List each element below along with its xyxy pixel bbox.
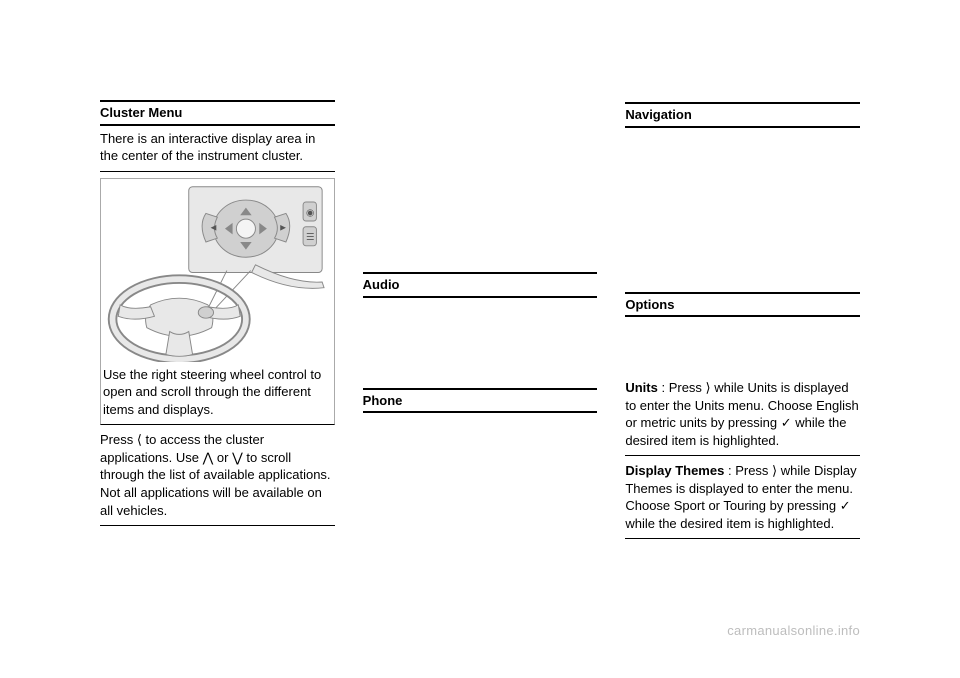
instr-text-1: Press bbox=[100, 432, 137, 447]
opt-spacer bbox=[625, 321, 860, 379]
chevron-up-icon: ⋀ bbox=[203, 450, 214, 465]
section-title-cluster-menu: Cluster Menu bbox=[100, 100, 335, 126]
section-title-audio: Audio bbox=[363, 272, 598, 298]
units-sep: : bbox=[658, 380, 669, 395]
nav-spacer bbox=[625, 132, 860, 292]
figure-caption: Use the right steering wheel control to … bbox=[103, 362, 332, 419]
steering-wheel-svg: ◄ ► ◉ ☰ bbox=[103, 181, 332, 362]
themes-block: Display Themes : Press ⟩ while Display T… bbox=[625, 462, 860, 539]
column-3: Navigation Options Units : Press ⟩ while… bbox=[625, 100, 860, 545]
svg-text:◉: ◉ bbox=[306, 207, 315, 218]
section-title-phone: Phone bbox=[363, 388, 598, 414]
check-icon: ✓ bbox=[840, 498, 851, 513]
column-2: Audio Phone bbox=[363, 100, 598, 545]
svg-text:☰: ☰ bbox=[306, 232, 315, 243]
svg-text:◄: ◄ bbox=[209, 222, 218, 233]
intro-block: There is an interactive display area in … bbox=[100, 130, 335, 172]
units-block: Units : Press ⟩ while Units is displayed… bbox=[625, 379, 860, 456]
units-label: Units bbox=[625, 380, 658, 395]
themes-text-1: Press bbox=[735, 463, 772, 478]
section-title-options: Options bbox=[625, 292, 860, 318]
section-title-navigation: Navigation bbox=[625, 102, 860, 128]
watermark-text: carmanualsonline.info bbox=[727, 623, 860, 638]
themes-label: Display Themes bbox=[625, 463, 724, 478]
column-layout: Cluster Menu There is an interactive dis… bbox=[100, 100, 860, 545]
themes-text-3: while the desired item is highlighted. bbox=[625, 516, 834, 531]
svg-text:►: ► bbox=[278, 222, 287, 233]
units-text-1: Press bbox=[669, 380, 706, 395]
check-icon: ✓ bbox=[781, 415, 792, 430]
intro-text: There is an interactive display area in … bbox=[100, 131, 315, 164]
manual-page: Cluster Menu There is an interactive dis… bbox=[0, 0, 960, 678]
instructions-block: Press ⟨ to access the cluster applicatio… bbox=[100, 431, 335, 526]
column-1: Cluster Menu There is an interactive dis… bbox=[100, 100, 335, 545]
steering-wheel-figure: ◄ ► ◉ ☰ bbox=[100, 178, 335, 426]
themes-sep: : bbox=[724, 463, 735, 478]
instr-text-3: or bbox=[213, 450, 232, 465]
chevron-down-icon: ⋁ bbox=[232, 450, 243, 465]
